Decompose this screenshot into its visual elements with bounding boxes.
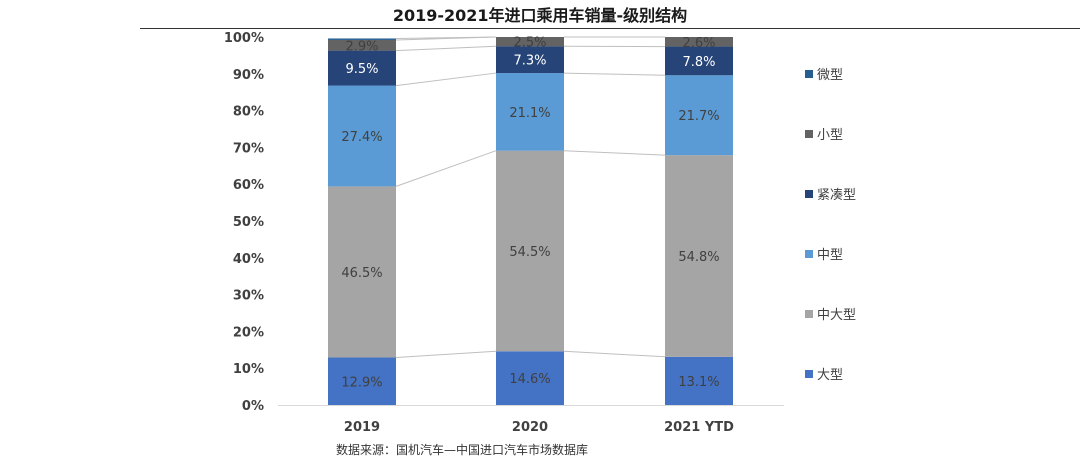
source-note: 数据来源：国机汽车—中国进口汽车市场数据库 (336, 443, 589, 457)
connector-line (395, 72, 497, 87)
bar-segment (665, 46, 733, 76)
legend-swatch (805, 190, 813, 198)
y-tick-label: 10% (233, 362, 264, 377)
legend-swatch (805, 250, 813, 258)
y-tick-label: 40% (233, 252, 264, 267)
y-tick-label: 0% (242, 399, 264, 414)
bar-segment (496, 150, 564, 352)
legend-label: 紧凑型 (817, 188, 856, 203)
connector-line (563, 150, 666, 156)
legend-label: 大型 (817, 368, 843, 383)
connector-line (395, 350, 497, 359)
y-tick-label: 80% (233, 105, 264, 120)
bars: 12.9% 46.5% 27.4% 9.5% 2.9% 14.6% 54.5% 21.1% 7.… (328, 36, 733, 405)
bar-segment (665, 155, 733, 357)
y-tick-label: 60% (233, 178, 264, 193)
y-tick-label: 20% (233, 325, 264, 340)
legend-swatch (805, 130, 813, 138)
bar-segment (328, 50, 396, 86)
data-label: 7.8% (682, 55, 715, 70)
legend-label: 中型 (817, 248, 843, 263)
legend-label: 小型 (817, 128, 843, 143)
bar-segment (328, 38, 396, 40)
bar-segment (496, 37, 564, 47)
x-axis: 2019 2020 2021 YTD (278, 405, 784, 435)
data-label: 2.6% (682, 36, 715, 51)
x-tick-label: 2021 YTD (664, 420, 734, 435)
connector-line (395, 45, 497, 52)
legend-swatch (805, 370, 813, 378)
series-connector-lines (395, 36, 666, 359)
bar-segment (328, 357, 396, 405)
connector-line (395, 150, 497, 187)
bar-segment (665, 356, 733, 405)
bar-segment (496, 73, 564, 151)
bar-segment (328, 85, 396, 187)
data-label: 12.9% (341, 375, 382, 390)
data-label: 46.5% (341, 266, 382, 281)
x-tick-label: 2019 (344, 420, 380, 435)
bar-segment (328, 186, 396, 358)
data-label: 27.4% (341, 130, 382, 145)
data-label: 9.5% (345, 62, 378, 77)
legend-swatch (805, 70, 813, 78)
bar-segment (665, 37, 733, 47)
y-tick-label: 30% (233, 289, 264, 304)
bar-segment (328, 39, 396, 51)
data-label: 21.1% (509, 106, 550, 121)
y-tick-label: 50% (233, 215, 264, 230)
data-label: 2.9% (345, 39, 378, 54)
data-label: 2.5% (513, 36, 546, 51)
bar-segment (665, 75, 733, 156)
connector-line (563, 350, 666, 358)
x-tick-label: 2020 (512, 420, 548, 435)
legend-label: 中大型 (817, 308, 856, 323)
bar-segment (496, 351, 564, 405)
legend-label: 微型 (817, 68, 843, 83)
data-label: 14.6% (509, 372, 550, 387)
data-label: 54.8% (678, 250, 719, 265)
y-tick-label: 70% (233, 141, 264, 156)
y-axis: 0% 10% 20% 30% 40% 50% 60% 70% 80% 90% 100% (224, 31, 264, 414)
data-label: 21.7% (678, 109, 719, 124)
y-tick-label: 100% (224, 31, 264, 46)
data-label: 7.3% (513, 54, 546, 69)
connector-line (395, 36, 497, 39)
bar-segment (496, 46, 564, 74)
data-label: 13.1% (678, 375, 719, 390)
connector-line (563, 72, 666, 76)
data-label: 54.5% (509, 245, 550, 260)
chart-title: 2019-2021年进口乘用车销量-级别结构 (392, 6, 688, 25)
legend-swatch (805, 310, 813, 318)
title-divider (140, 28, 1080, 29)
y-tick-label: 90% (233, 68, 264, 83)
